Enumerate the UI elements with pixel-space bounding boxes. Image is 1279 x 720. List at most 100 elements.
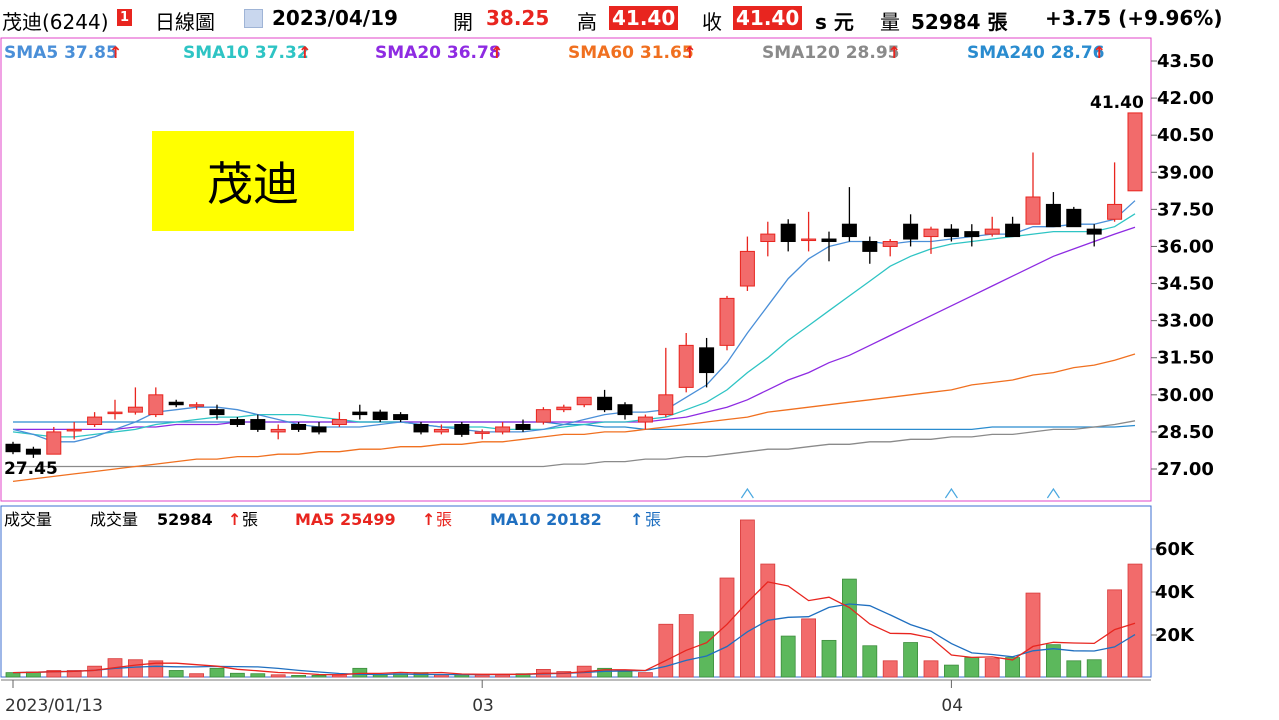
candle-body xyxy=(46,431,62,455)
volume-bar xyxy=(352,667,368,678)
volume-bar xyxy=(597,667,612,678)
quote-header: 茂迪(6244) 1 日線圖 2023/04/19 開 38.25 高 41.4… xyxy=(0,0,1279,37)
candle-body xyxy=(87,416,103,425)
candle-body xyxy=(372,411,388,421)
sma240-line xyxy=(13,421,1136,431)
ma-legend: SMA5 37.85↑ SMA10 37.32↑ SMA20 36.78↑ SMA60… xyxy=(4,43,1106,63)
candle-body xyxy=(637,416,653,423)
price-tick-label: 34.50 xyxy=(1157,274,1214,295)
price-tick-label: 30.00 xyxy=(1157,385,1214,406)
volume-bar xyxy=(740,519,755,678)
volume-bar xyxy=(127,659,143,678)
candle-body xyxy=(189,404,205,407)
arrow-up-icon: ↑ xyxy=(228,510,241,529)
candle-body xyxy=(760,233,776,243)
candle-body xyxy=(107,411,123,415)
volume-bar xyxy=(229,672,245,678)
volume-bar xyxy=(842,578,857,678)
volume-bar xyxy=(66,670,82,678)
price-tick-label: 37.50 xyxy=(1157,199,1214,220)
candle-body xyxy=(515,423,531,430)
vol-ma5-line xyxy=(12,581,1136,676)
candle-body xyxy=(127,406,143,413)
high-annotation: 41.40 xyxy=(1090,93,1144,113)
volume-bar xyxy=(556,671,572,678)
watermark-text: 茂迪 xyxy=(207,157,299,211)
volume-tick-label: 40K xyxy=(1155,582,1195,603)
x-tick-label: 03 xyxy=(472,696,494,716)
flag-badge: 1 xyxy=(117,9,133,26)
candle-body xyxy=(454,423,470,435)
candle-body xyxy=(739,250,755,287)
candle-body xyxy=(1086,228,1102,235)
volume-bar xyxy=(638,672,653,678)
candle-body xyxy=(943,228,959,238)
ma5-legend-label: MA5 25499 xyxy=(295,510,396,529)
volume-tick-label: 20K xyxy=(1155,625,1195,646)
candle-body xyxy=(1005,223,1021,238)
signal-marker xyxy=(1046,487,1060,499)
ma-legend-item: SMA60 31.65 xyxy=(568,43,694,63)
candle-body xyxy=(1066,208,1082,228)
candle-body xyxy=(495,426,511,433)
candle-body xyxy=(617,404,633,416)
ma-legend-item: SMA5 37.85 xyxy=(4,43,118,63)
volume-label: 量 xyxy=(880,10,900,34)
x-tick-label: 04 xyxy=(941,696,963,716)
volume-bar xyxy=(801,618,816,678)
volume-bar xyxy=(903,642,918,678)
x-tick-label: 2023/01/13 xyxy=(5,696,103,716)
arrow-up-icon: ↑ xyxy=(888,43,901,62)
arrow-up-icon: ↑ xyxy=(422,510,435,529)
candle-body xyxy=(699,347,715,374)
arrow-up-icon: ↑ xyxy=(298,43,311,62)
candle-body xyxy=(984,228,1000,235)
volume-bar xyxy=(5,672,21,678)
sma120-line xyxy=(13,420,1136,468)
volume-bar xyxy=(209,667,225,678)
volume-legend-value: 52984 xyxy=(157,510,213,529)
volume-bar xyxy=(882,660,898,678)
candle-body xyxy=(862,241,878,252)
sma60-line xyxy=(12,353,1136,483)
volume-bar xyxy=(250,673,266,678)
candle-body xyxy=(923,228,939,238)
candle-body xyxy=(882,241,898,247)
ma10-legend-label: MA10 20182 xyxy=(490,510,602,529)
price-tick-label: 39.00 xyxy=(1157,162,1214,183)
candle-body xyxy=(535,409,551,423)
chevron-down-icon[interactable] xyxy=(244,9,263,28)
candle-body xyxy=(5,443,21,453)
change-value: +3.75 (+9.96%) xyxy=(1045,6,1223,30)
candle-body xyxy=(1025,196,1041,225)
volume-panel-title: 成交量 xyxy=(4,510,52,529)
volume-bar xyxy=(780,635,796,678)
close-value: 41.40 xyxy=(733,6,803,30)
price-panel[interactable] xyxy=(0,37,1152,502)
candle-body xyxy=(433,428,449,433)
volume-bar xyxy=(168,670,184,678)
volume-bar xyxy=(189,673,205,678)
period-select[interactable]: 日線圖 xyxy=(155,10,215,34)
candle-body xyxy=(576,396,592,406)
candle-body xyxy=(821,238,837,243)
candle-body xyxy=(780,223,796,243)
candle-body xyxy=(597,396,613,411)
sma10-line xyxy=(12,213,1136,438)
volume-bar xyxy=(719,577,735,678)
candle-body xyxy=(229,419,245,425)
quote-date: 2023/04/19 xyxy=(272,6,398,30)
candle-body xyxy=(311,426,327,433)
volume-bar xyxy=(944,664,959,678)
volume-panel[interactable] xyxy=(0,505,1152,678)
arrow-up-icon: ↑ xyxy=(1093,43,1106,62)
candle-body xyxy=(556,406,572,411)
volume-bar xyxy=(984,658,1000,678)
price-tick-label: 40.50 xyxy=(1157,125,1214,146)
open-label: 開 xyxy=(453,10,473,34)
volume-bar xyxy=(270,674,286,678)
volume-bar xyxy=(1086,659,1102,678)
volume-bar xyxy=(148,660,164,678)
price-tick-label: 31.50 xyxy=(1157,348,1214,369)
